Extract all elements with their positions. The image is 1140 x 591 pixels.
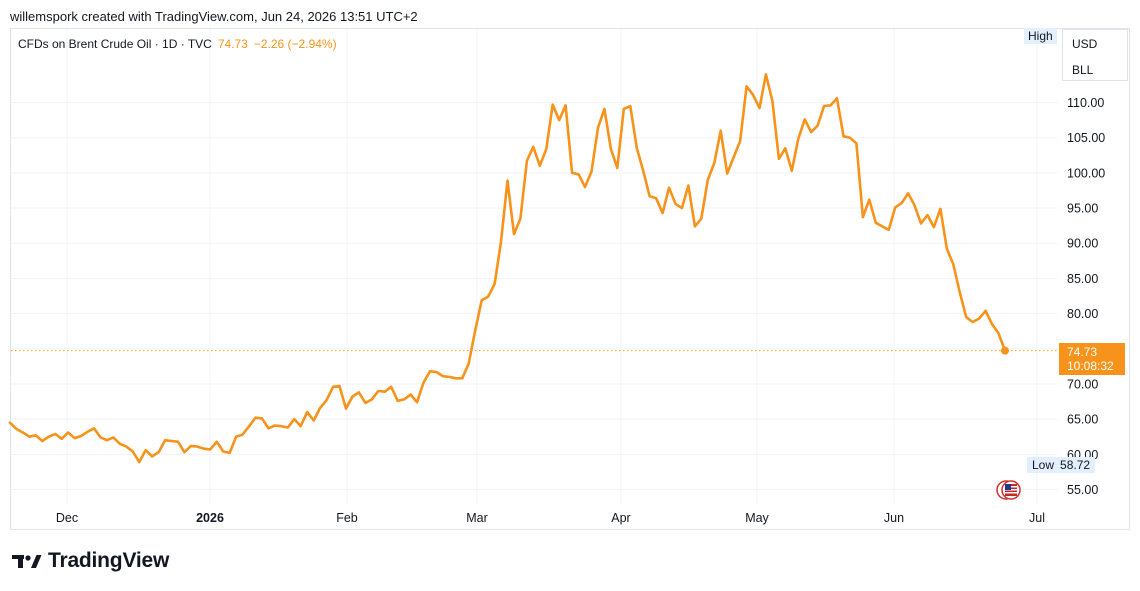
x-tick-label: Dec bbox=[56, 511, 78, 525]
y-tick-label: 100.00 bbox=[1067, 166, 1105, 180]
y-tick-label: 110.00 bbox=[1067, 96, 1104, 110]
currency-unit-menu[interactable]: USD BLL bbox=[1062, 29, 1128, 81]
tradingview-logo-icon bbox=[12, 555, 42, 568]
symbol-legend[interactable]: CFDs on Brent Crude Oil · 1D · TVC 74.73−… bbox=[18, 37, 337, 51]
tradingview-brand[interactable]: TradingView bbox=[12, 549, 169, 573]
high-label: High bbox=[1024, 28, 1057, 44]
y-tick-label: 70.00 bbox=[1067, 377, 1098, 391]
price-series-line bbox=[8, 73, 1007, 464]
bar-countdown: 10:08:32 bbox=[1067, 359, 1114, 373]
x-tick-label: Feb bbox=[336, 511, 358, 525]
y-tick-label: 55.00 bbox=[1067, 483, 1098, 497]
x-tick-label: Jun bbox=[884, 511, 904, 525]
y-axis: 55.0060.0065.0070.0075.0080.0085.0090.00… bbox=[1067, 96, 1105, 497]
y-tick-label: 85.00 bbox=[1067, 272, 1098, 286]
last-value: 74.73 bbox=[217, 37, 248, 51]
y-tick-label: 65.00 bbox=[1067, 413, 1098, 427]
y-tick-label: 105.00 bbox=[1067, 131, 1105, 145]
low-value: 58.72 bbox=[1060, 458, 1091, 472]
brand-name: TradingView bbox=[48, 549, 170, 572]
last-point-dot bbox=[1001, 346, 1009, 355]
y-tick-label: 80.00 bbox=[1067, 307, 1098, 321]
x-tick-label: May bbox=[745, 511, 769, 525]
x-tick-label: 2026 bbox=[196, 511, 224, 525]
unit-label[interactable]: BLL bbox=[1072, 63, 1094, 77]
symbol-name[interactable]: CFDs on Brent Crude Oil · 1D · TVC bbox=[18, 37, 212, 51]
currency-label[interactable]: USD bbox=[1072, 37, 1098, 51]
us-flag-icon[interactable] bbox=[996, 480, 1022, 505]
x-tick-label: Jul bbox=[1029, 511, 1045, 525]
x-tick-label: Mar bbox=[466, 511, 488, 525]
attribution-text: willemspork created with TradingView.com… bbox=[10, 9, 418, 24]
chart-frame bbox=[10, 28, 1130, 530]
x-axis: Dec 2026 Feb Mar Apr May Jun Jul bbox=[56, 511, 1045, 525]
price-change: −2.26 (−2.94%) bbox=[253, 37, 337, 51]
y-tick-label: 90.00 bbox=[1067, 237, 1098, 251]
last-price-value: 74.73 bbox=[1067, 345, 1098, 359]
last-price-tag: 74.73 10:08:32 bbox=[1059, 343, 1125, 375]
grid-lines bbox=[11, 29, 1058, 505]
y-tick-label: 95.00 bbox=[1067, 202, 1098, 216]
low-label: Low bbox=[1032, 458, 1055, 472]
x-tick-label: Apr bbox=[611, 511, 630, 525]
series-line-layer bbox=[8, 73, 1009, 464]
low-marker: Low 58.72 bbox=[1027, 457, 1096, 473]
